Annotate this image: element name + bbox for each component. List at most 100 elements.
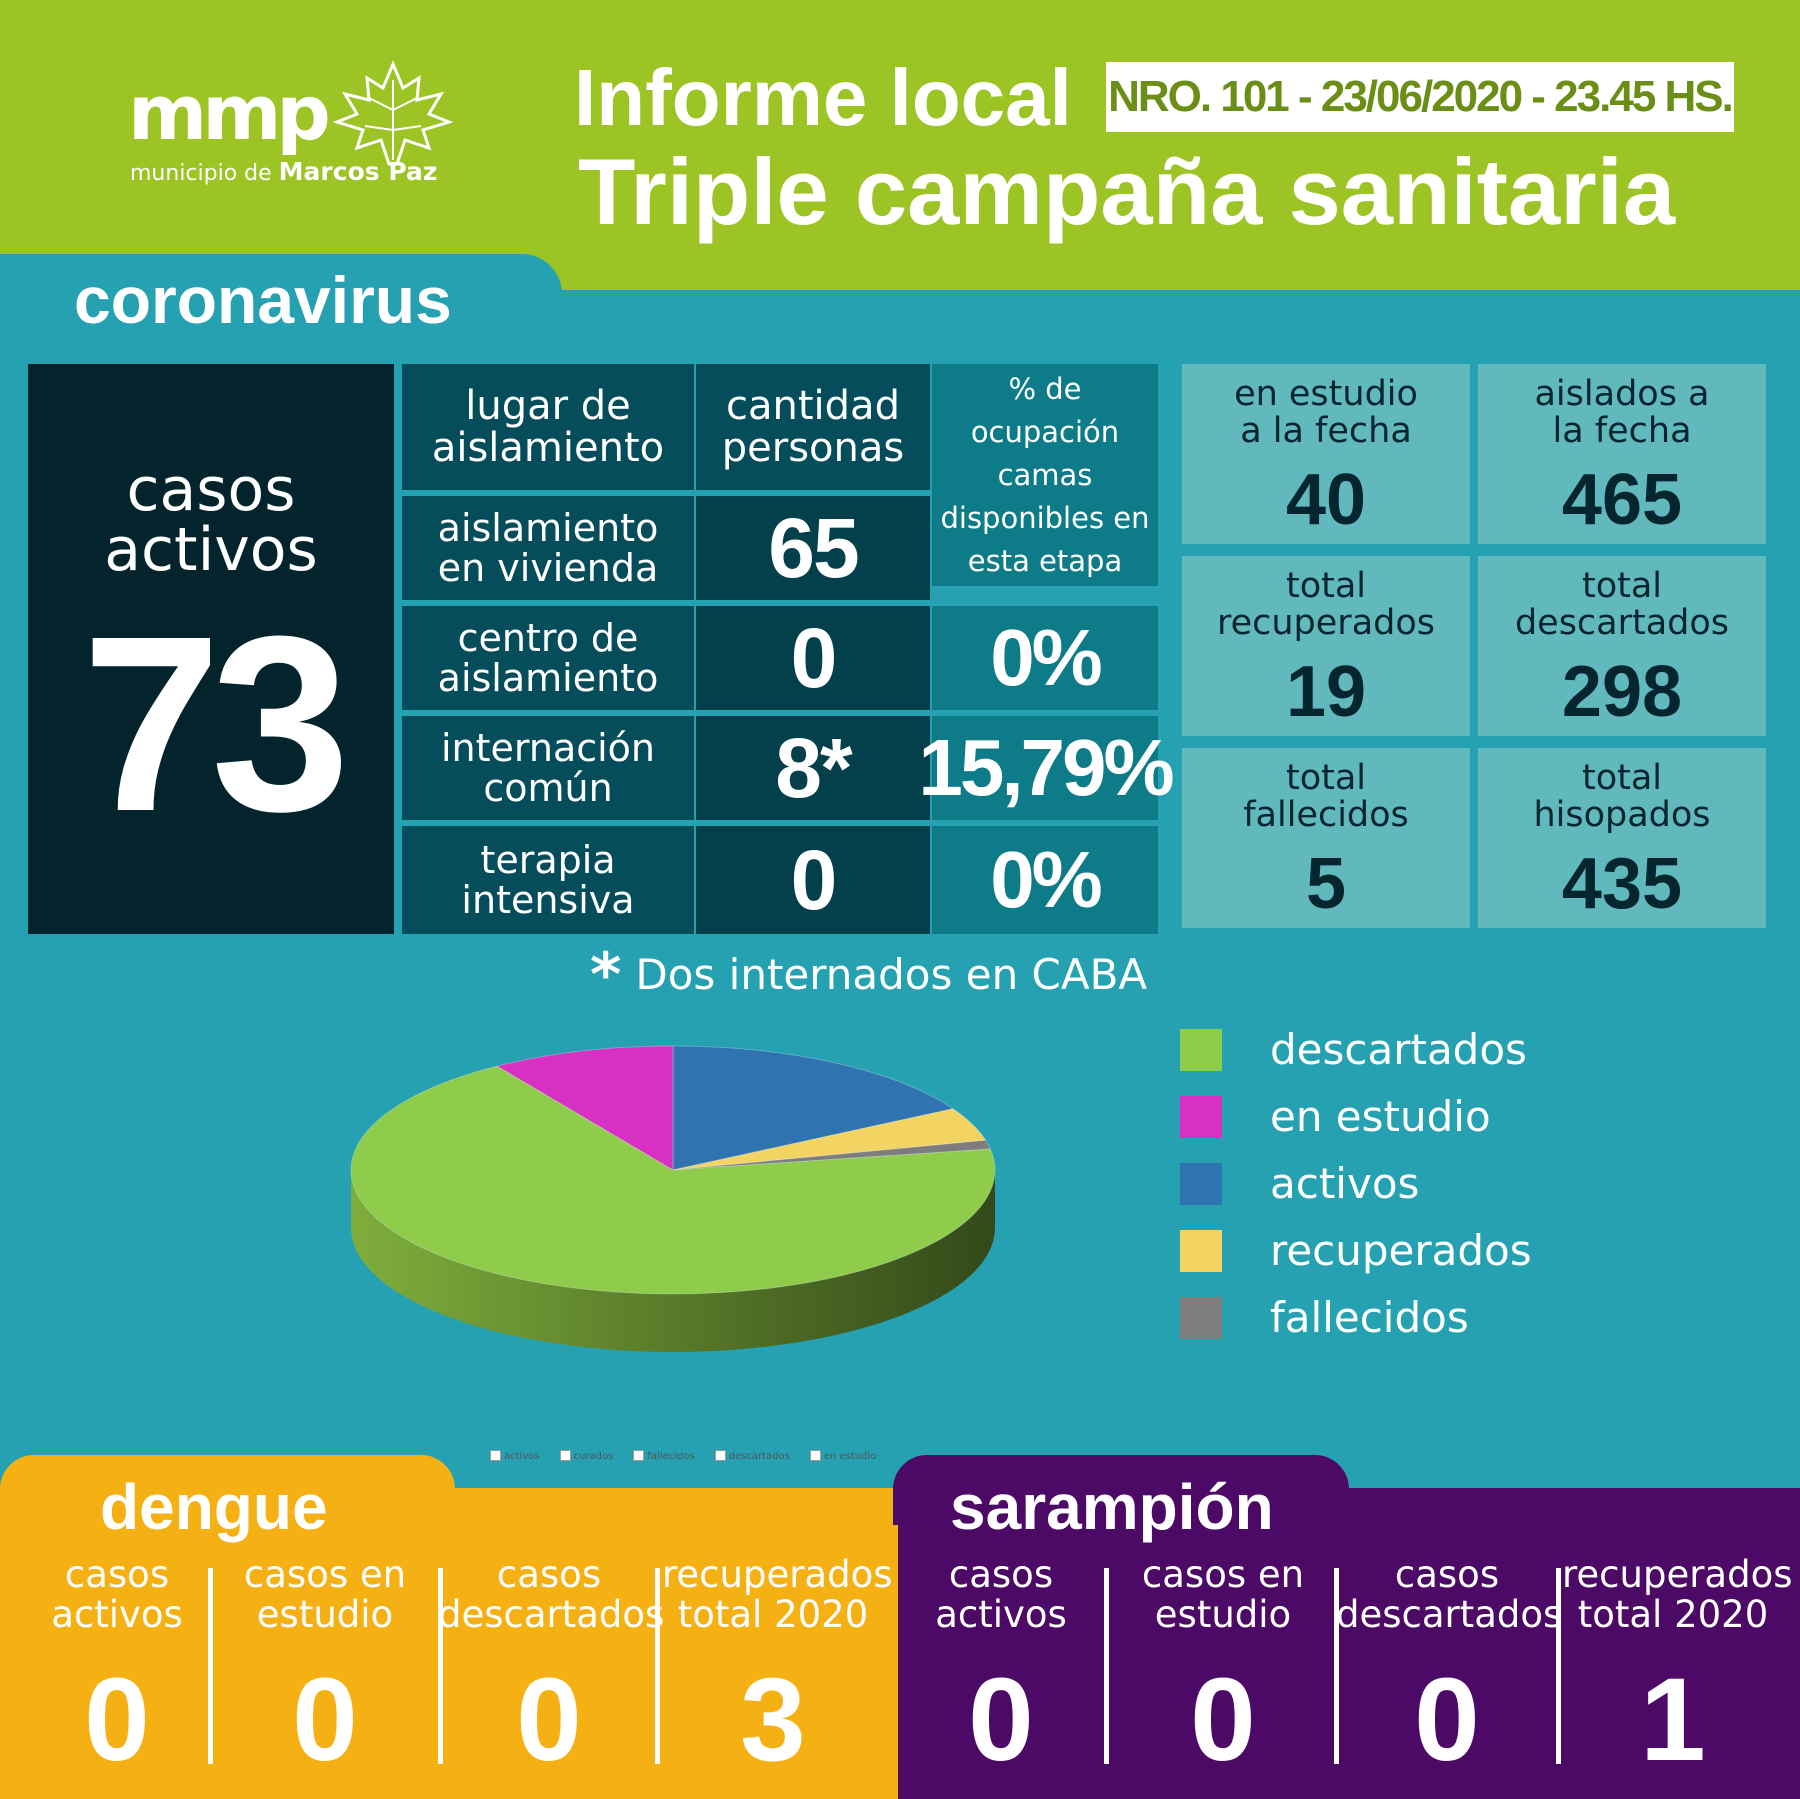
sarampion-title: sarampión	[950, 1471, 1274, 1543]
metric-label: casos en estudio	[1141, 1553, 1305, 1636]
metric-label: recuperados total 2020	[1562, 1553, 1793, 1636]
mini-legend-item: descartados	[714, 1450, 790, 1462]
metric-label: casos en estudio	[243, 1553, 407, 1636]
legend-swatch	[1180, 1163, 1222, 1205]
campaign-title: Triple campaña sanitaria	[578, 139, 1676, 244]
row-place-icu: terapia intensiva	[402, 826, 694, 934]
legend-swatch	[1180, 1297, 1222, 1339]
metric-label: casos descartados	[1336, 1553, 1563, 1636]
stat-card-isolated: aislados a la fecha 465	[1478, 364, 1766, 544]
municipality-logo: mmp municipio de Marcos Paz	[128, 60, 458, 200]
row-place-center: centro de aislamiento	[402, 606, 694, 710]
divider	[438, 1568, 443, 1764]
metric-value: 3	[740, 1654, 806, 1786]
stat-label: total descartados	[1514, 566, 1730, 643]
report-number-badge: NRO. 101 - 23/06/2020 - 23.45 HS.	[1106, 62, 1734, 132]
row-place-ward: internación común	[402, 716, 694, 820]
legend-label: activos	[1270, 1159, 1420, 1208]
dengue-panel	[0, 1488, 898, 1799]
logo-subtitle: municipio de Marcos Paz	[130, 157, 438, 186]
stat-value: 298	[1561, 652, 1683, 732]
header-quantity: cantidad personas	[696, 364, 930, 490]
row-qty-ward: 8*	[696, 716, 930, 820]
stat-card-in-study: en estudio a la fecha 40	[1182, 364, 1470, 544]
stat-label: total hisopados	[1533, 758, 1711, 835]
dengue-recovered: recuperados total 2020 3	[662, 1553, 893, 1786]
metric-label: casos descartados	[438, 1553, 665, 1636]
sarampion-recovered: recuperados total 2020 1	[1562, 1553, 1793, 1786]
coronavirus-tab	[0, 254, 562, 344]
stat-card-discarded: total descartados 298	[1478, 556, 1766, 736]
row-pct-ward: 15,79%	[918, 716, 1175, 820]
metric-value: 0	[1414, 1654, 1480, 1786]
stat-value: 435	[1561, 844, 1683, 924]
sarampion-active: casos activos 0	[890, 1553, 1112, 1786]
dengue-in-study: casos en estudio 0	[214, 1553, 436, 1786]
header-occupancy: % de ocupación camas disponibles en esta…	[932, 364, 1158, 586]
metric-label: casos activos	[935, 1553, 1067, 1636]
sarampion-discarded: casos descartados 0	[1336, 1553, 1563, 1786]
divider	[1104, 1568, 1109, 1764]
header-place: lugar de aislamiento	[402, 364, 694, 490]
mini-legend-item: activos	[490, 1450, 540, 1462]
legend-label: descartados	[1270, 1025, 1527, 1074]
stat-label: aislados a la fecha	[1534, 374, 1710, 451]
dengue-active: casos activos 0	[6, 1553, 228, 1786]
stat-card-deceased: total fallecidos 5	[1182, 748, 1470, 928]
small-chart-legend: activos curados fallecidos descartados en es…	[490, 1450, 896, 1466]
stat-value: 40	[1285, 460, 1367, 540]
pie-slice-activos	[672, 1045, 955, 1171]
pie-side-wall	[351, 1170, 995, 1352]
divider	[1334, 1568, 1339, 1764]
asterisk-mark: *	[590, 940, 622, 1010]
stat-label: total fallecidos	[1243, 758, 1409, 835]
active-cases-label: casos activos	[104, 455, 318, 585]
divider	[1556, 1568, 1561, 1764]
legend-label: recuperados	[1270, 1226, 1532, 1275]
metric-value: 0	[1190, 1654, 1256, 1786]
stat-value: 465	[1561, 460, 1683, 540]
pie-slice-en-estudio	[495, 1045, 674, 1171]
footnote: * Dos internados en CABA	[590, 940, 1148, 1010]
divider	[208, 1568, 213, 1764]
metric-label: casos activos	[51, 1553, 183, 1636]
row-qty-center: 0	[696, 606, 930, 710]
stat-label: en estudio a la fecha	[1234, 374, 1418, 451]
metric-value: 1	[1640, 1654, 1706, 1786]
metric-value: 0	[968, 1654, 1034, 1786]
legend-swatch	[1180, 1029, 1222, 1071]
row-pct-icu: 0%	[932, 826, 1158, 934]
mini-legend-item: curados	[559, 1450, 613, 1462]
row-place-home: aislamiento en vivienda	[402, 496, 694, 600]
dengue-discarded: casos descartados 0	[438, 1553, 665, 1786]
coronavirus-title: coronavirus	[74, 263, 452, 337]
report-title: Informe local	[574, 53, 1072, 142]
header-banner	[0, 0, 1800, 290]
logo-wordmark: mmp	[128, 68, 331, 157]
legend-swatch	[1180, 1096, 1222, 1138]
stat-card-swabbed: total hisopados 435	[1478, 748, 1766, 928]
divider	[655, 1568, 660, 1764]
pie-slice-descartados	[350, 1065, 996, 1295]
stat-value: 5	[1305, 844, 1347, 924]
legend-label: fallecidos	[1270, 1293, 1469, 1342]
mini-legend-item: fallecidos	[633, 1450, 695, 1462]
maple-leaf-icon	[333, 60, 453, 166]
metric-label: recuperados total 2020	[662, 1553, 893, 1636]
stat-label: total recuperados	[1216, 566, 1436, 643]
row-pct-center: 0%	[932, 606, 1158, 710]
stat-value: 19	[1285, 652, 1367, 732]
dengue-title: dengue	[100, 1471, 328, 1543]
active-cases-value: 73	[81, 584, 350, 863]
metric-value: 0	[292, 1654, 358, 1786]
metric-value: 0	[516, 1654, 582, 1786]
sarampion-panel	[898, 1488, 1800, 1799]
legend-swatch	[1180, 1230, 1222, 1272]
legend-label: en estudio	[1270, 1092, 1491, 1141]
pie-slice-fallecidos	[672, 1139, 992, 1171]
sarampion-in-study: casos en estudio 0	[1112, 1553, 1334, 1786]
mini-legend-item: en estudio	[809, 1450, 876, 1462]
stat-card-recovered: total recuperados 19	[1182, 556, 1470, 736]
metric-value: 0	[84, 1654, 150, 1786]
active-cases-box: casos activos 73	[28, 364, 394, 934]
